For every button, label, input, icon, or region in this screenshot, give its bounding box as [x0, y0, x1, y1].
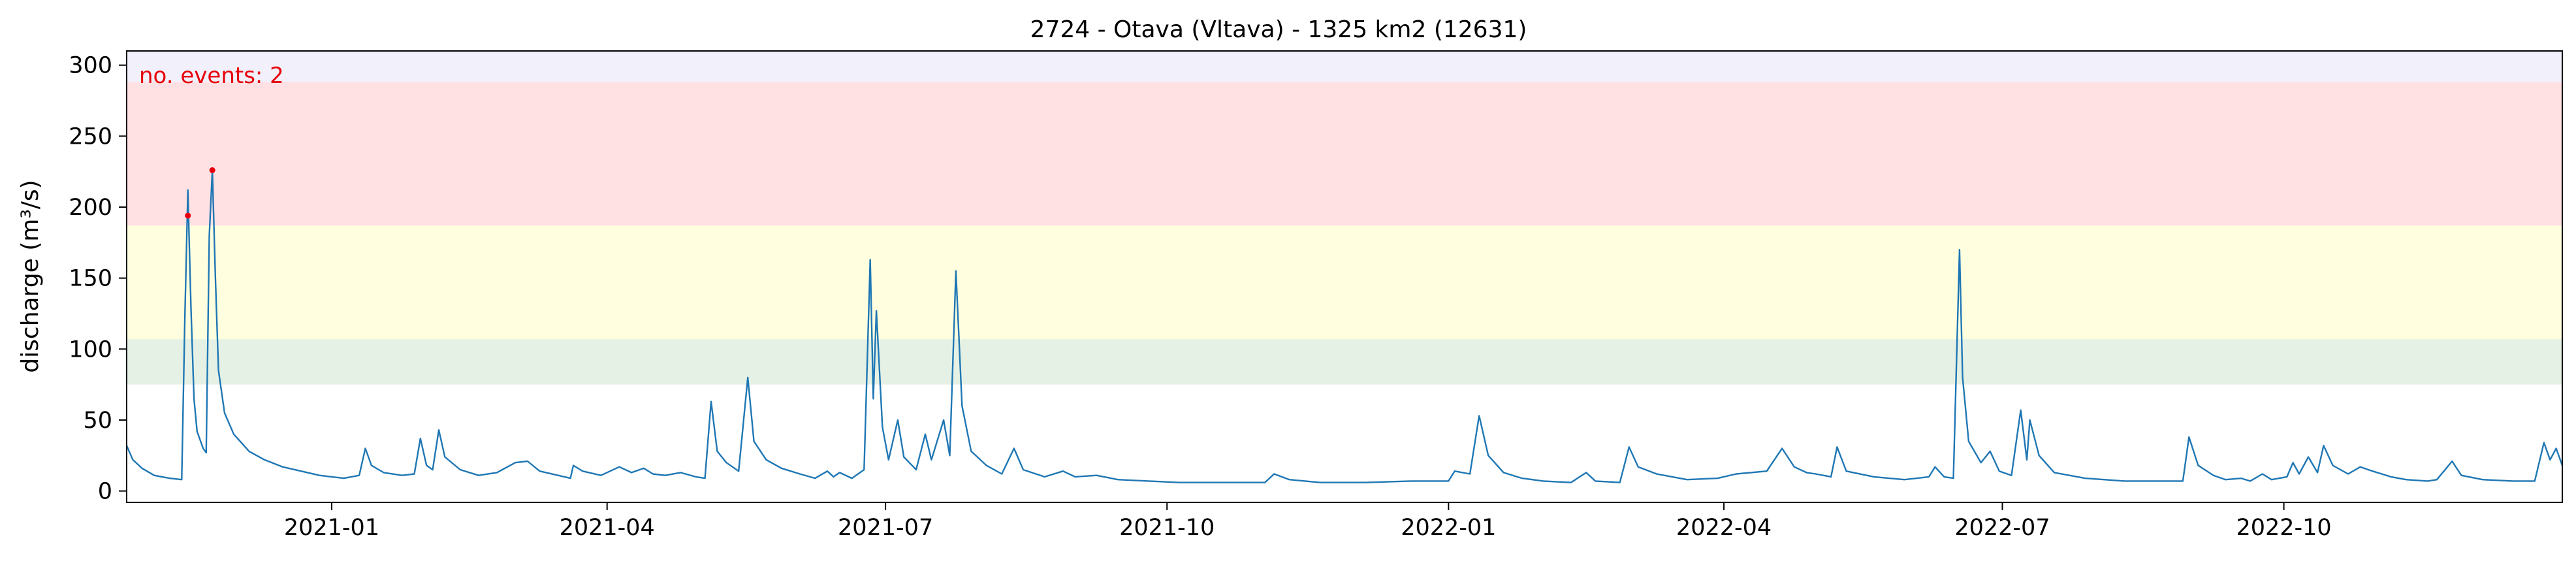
event-marker-0: [185, 212, 191, 219]
threshold-band-3: [127, 51, 2562, 82]
x-tick-label: 2021-10: [1119, 515, 1215, 541]
x-axis-ticks: 2021-01 2021-04 2021-07 2021-10 2022-01 2022-…: [284, 502, 2332, 541]
x-tick-label: 2021-07: [838, 515, 933, 541]
x-tick-label: 2022-07: [1954, 515, 2050, 541]
plot-frame: [126, 50, 2563, 503]
event-count-annotation: no. events: 2: [139, 63, 284, 89]
threshold-band-2: [127, 82, 2562, 226]
x-tick-label: 2022-10: [2236, 515, 2331, 541]
y-axis-label: discharge (m³/s): [17, 180, 44, 372]
x-tick-label: 2021-01: [284, 515, 379, 541]
y-tick-label: 300: [69, 53, 112, 79]
chart-title: 2724 - Otava (Vltava) - 1325 km2 (12631): [1030, 16, 1527, 43]
y-tick-label: 150: [69, 266, 112, 292]
y-tick-label: 50: [83, 408, 112, 434]
series-line-0: [125, 169, 2564, 483]
x-tick-label: 2022-01: [1401, 515, 1496, 541]
x-tick-label: 2021-04: [560, 515, 655, 541]
y-tick-label: 200: [69, 195, 112, 221]
y-tick-label: 250: [69, 123, 112, 150]
series-lines: [125, 169, 2564, 483]
event-marker-1: [209, 167, 215, 174]
event-markers: [185, 167, 215, 219]
threshold-bands: [127, 51, 2562, 385]
x-tick-label: 2022-04: [1676, 515, 1772, 541]
y-tick-label: 100: [69, 336, 112, 363]
threshold-band-0: [127, 339, 2562, 385]
y-axis-ticks: 0 50 100 150 200 250 300: [69, 53, 127, 505]
y-tick-label: 0: [98, 479, 112, 505]
threshold-band-1: [127, 225, 2562, 340]
